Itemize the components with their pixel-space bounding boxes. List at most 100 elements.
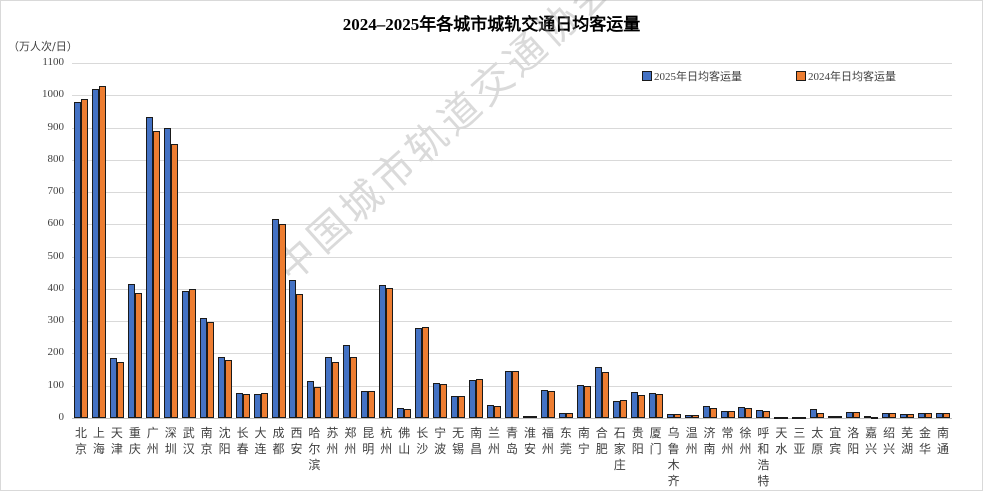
x-tick-label: 福州 bbox=[541, 426, 554, 456]
bar-2024 bbox=[745, 407, 753, 418]
bar-2025 bbox=[469, 379, 477, 418]
gridline bbox=[72, 256, 952, 258]
bar-2025 bbox=[720, 410, 728, 418]
bar-2024 bbox=[242, 393, 250, 418]
bar-2025 bbox=[307, 380, 315, 418]
x-tick-label: 东莞 bbox=[559, 426, 572, 456]
bar-2025 bbox=[630, 392, 638, 418]
bar-2025 bbox=[684, 414, 692, 418]
bar-2024 bbox=[170, 144, 178, 418]
bar-2025 bbox=[594, 367, 602, 418]
x-tick-label: 杭州 bbox=[380, 426, 393, 456]
x-tick-label: 宜宾 bbox=[829, 426, 842, 456]
x-tick-label: 淮安 bbox=[523, 426, 536, 456]
bar-2024 bbox=[709, 407, 717, 418]
x-tick-label: 呼和浩特 bbox=[757, 426, 770, 488]
y-axis-unit-label: （万人次/日） bbox=[8, 40, 78, 53]
bar-2025 bbox=[792, 417, 800, 419]
bar-2024 bbox=[637, 395, 645, 418]
bar-2025 bbox=[864, 416, 872, 419]
bar-2025 bbox=[271, 218, 279, 418]
x-tick-label: 南京 bbox=[200, 426, 213, 456]
bar-2024 bbox=[673, 414, 681, 418]
y-tick-label: 1000 bbox=[42, 88, 64, 101]
chart-title: 2024–2025年各城市城轨交通日均客运量 bbox=[342, 15, 641, 34]
bar-2025 bbox=[415, 328, 423, 418]
bar-2024 bbox=[799, 417, 807, 419]
bar-2024 bbox=[494, 405, 502, 418]
x-tick-label: 温州 bbox=[685, 426, 698, 456]
x-tick-label: 贵阳 bbox=[631, 426, 644, 456]
bar-2025 bbox=[325, 356, 333, 418]
bar-2025 bbox=[936, 413, 944, 418]
legend-item-2025: 2025年日均客运量 bbox=[642, 68, 742, 84]
bar-2024 bbox=[601, 372, 609, 418]
bar-2024 bbox=[529, 416, 537, 419]
bar-2025 bbox=[181, 290, 189, 418]
bar-2025 bbox=[199, 317, 207, 418]
bar-2024 bbox=[871, 417, 879, 419]
legend-item-2024: 2024年日均客运量 bbox=[796, 68, 896, 84]
x-tick-label: 石家庄 bbox=[613, 426, 626, 472]
x-tick-label: 上海 bbox=[92, 426, 105, 456]
bar-2025 bbox=[774, 417, 782, 419]
gridline bbox=[72, 288, 952, 290]
bar-2025 bbox=[738, 407, 746, 418]
bar-2024 bbox=[476, 379, 484, 418]
bar-2025 bbox=[918, 412, 926, 418]
bar-2025 bbox=[127, 283, 135, 418]
bar-2025 bbox=[91, 89, 99, 418]
bar-2024 bbox=[296, 293, 304, 418]
bar-2024 bbox=[619, 399, 627, 418]
x-tick-label: 常州 bbox=[721, 426, 734, 456]
bar-2025 bbox=[487, 405, 495, 418]
x-tick-label: 大连 bbox=[254, 426, 267, 456]
bar-2025 bbox=[612, 401, 620, 418]
x-tick-label: 合肥 bbox=[595, 426, 608, 456]
bar-2024 bbox=[458, 396, 466, 418]
bar-2025 bbox=[882, 413, 890, 418]
gridline bbox=[72, 224, 952, 226]
x-tick-label: 北京 bbox=[74, 426, 87, 456]
bar-2024 bbox=[152, 130, 160, 418]
gridline bbox=[72, 353, 952, 355]
gridline bbox=[72, 127, 952, 129]
y-tick-label: 0 bbox=[58, 411, 65, 423]
x-tick-label: 徐州 bbox=[739, 426, 752, 456]
x-tick-label: 天水 bbox=[775, 426, 788, 456]
bar-2024 bbox=[368, 390, 376, 418]
bar-2025 bbox=[522, 416, 530, 419]
x-tick-label: 南昌 bbox=[470, 426, 483, 456]
gridline bbox=[72, 321, 952, 323]
bar-2024 bbox=[350, 356, 358, 418]
bar-2024 bbox=[134, 292, 142, 418]
bar-2024 bbox=[565, 413, 573, 418]
bar-2024 bbox=[547, 391, 555, 418]
x-tick-label: 郑州 bbox=[344, 426, 357, 456]
x-tick-label: 广州 bbox=[146, 426, 159, 456]
y-tick-label: 400 bbox=[47, 281, 65, 294]
bar-2024 bbox=[422, 326, 430, 418]
bar-2024 bbox=[116, 361, 124, 418]
x-tick-label: 宁波 bbox=[434, 426, 447, 456]
x-tick-label: 嘉兴 bbox=[865, 426, 878, 456]
bar-2024 bbox=[583, 385, 591, 418]
bar-2024 bbox=[655, 394, 663, 418]
bar-2025 bbox=[235, 392, 243, 418]
bar-2025 bbox=[289, 279, 297, 418]
bar-2024 bbox=[907, 414, 915, 418]
y-tick-label: 1100 bbox=[42, 56, 64, 68]
y-tick-label: 300 bbox=[47, 314, 65, 327]
bar-2025 bbox=[558, 412, 566, 418]
gridline bbox=[72, 192, 952, 194]
y-tick-label: 700 bbox=[47, 185, 65, 198]
bar-2025 bbox=[253, 393, 261, 418]
x-tick-label: 哈尔滨 bbox=[308, 426, 321, 472]
bar-2025 bbox=[702, 406, 710, 418]
y-tick-label: 200 bbox=[47, 346, 65, 359]
bar-2025 bbox=[163, 127, 171, 418]
x-tick-label: 青岛 bbox=[505, 426, 518, 456]
bar-2025 bbox=[505, 370, 512, 418]
x-tick-label: 西安 bbox=[290, 426, 303, 456]
bar-2024 bbox=[206, 321, 214, 418]
